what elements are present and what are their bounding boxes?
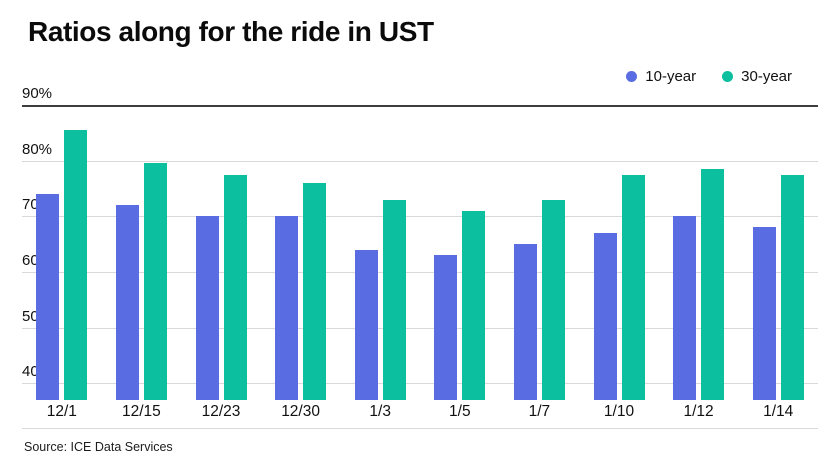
bar-30-year-12/15	[143, 163, 167, 400]
gridline-40	[22, 383, 818, 385]
gridline-50	[22, 327, 818, 329]
legend-item-10-year: 10-year	[626, 68, 696, 85]
x-tick-label-1/12: 1/12	[683, 403, 714, 420]
bar-30-year-12/1	[64, 130, 88, 400]
bar-10-year-12/1	[36, 194, 60, 400]
legend-label-30-year: 30-year	[741, 68, 792, 85]
chart-legend: 10-year 30-year	[626, 68, 792, 85]
x-tick-label-1/7: 1/7	[528, 403, 551, 420]
gridline-60	[22, 271, 818, 273]
x-tick-label-1/5: 1/5	[449, 403, 471, 420]
x-tick-label-12/23: 12/23	[201, 403, 241, 420]
bar-30-year-1/7	[541, 199, 565, 400]
bar-10-year-12/23	[195, 216, 219, 400]
bar-30-year-1/14	[780, 174, 804, 400]
bar-10-year-1/5	[434, 255, 458, 400]
x-tick-label-1/3: 1/3	[369, 403, 391, 420]
y-tick-label-90: 90%	[22, 85, 53, 102]
legend-label-10-year: 10-year	[645, 68, 697, 85]
bar-10-year-1/12	[673, 216, 697, 400]
x-tick-label-1/10: 1/10	[603, 403, 635, 420]
bar-30-year-1/12	[701, 169, 725, 400]
gridline-70	[22, 216, 818, 218]
x-axis-labels: 12/1 12/15 12/23 12/30 1/3 1/5 1/7 1/10 1/12 1/14	[22, 403, 818, 423]
legend-dot-30-year-icon	[722, 71, 734, 82]
plot-area: 90%80%70%60%50%40%	[22, 85, 818, 400]
bar-10-year-1/7	[513, 244, 537, 400]
x-tick-label-12/30: 12/30	[281, 403, 320, 420]
bar-30-year-12/23	[223, 174, 247, 400]
chart-title: Ratios along for the ride in UST	[28, 16, 434, 47]
bar-30-year-1/10	[621, 174, 645, 400]
legend-item-30-year: 30-year	[722, 68, 792, 85]
bar-10-year-1/3	[354, 249, 378, 400]
bar-10-year-12/15	[115, 205, 139, 400]
bar-10-year-12/30	[275, 216, 299, 400]
bar-30-year-1/5	[462, 210, 486, 400]
bottom-axis-rule	[22, 428, 818, 429]
legend-dot-10-year-icon	[626, 71, 638, 82]
bar-10-year-1/14	[752, 227, 776, 400]
gridline-90	[22, 105, 818, 107]
bar-10-year-1/10	[593, 233, 617, 400]
x-tick-label-12/15: 12/15	[121, 403, 161, 420]
x-tick-label-1/14: 1/14	[763, 403, 794, 420]
source-note: Source: ICE Data Services	[24, 440, 173, 454]
gridline-80	[22, 160, 818, 162]
bar-30-year-12/30	[303, 182, 327, 400]
x-tick-label-12/1: 12/1	[46, 403, 77, 420]
bar-30-year-1/3	[382, 199, 406, 400]
y-tick-label-80: 80%	[22, 140, 53, 158]
